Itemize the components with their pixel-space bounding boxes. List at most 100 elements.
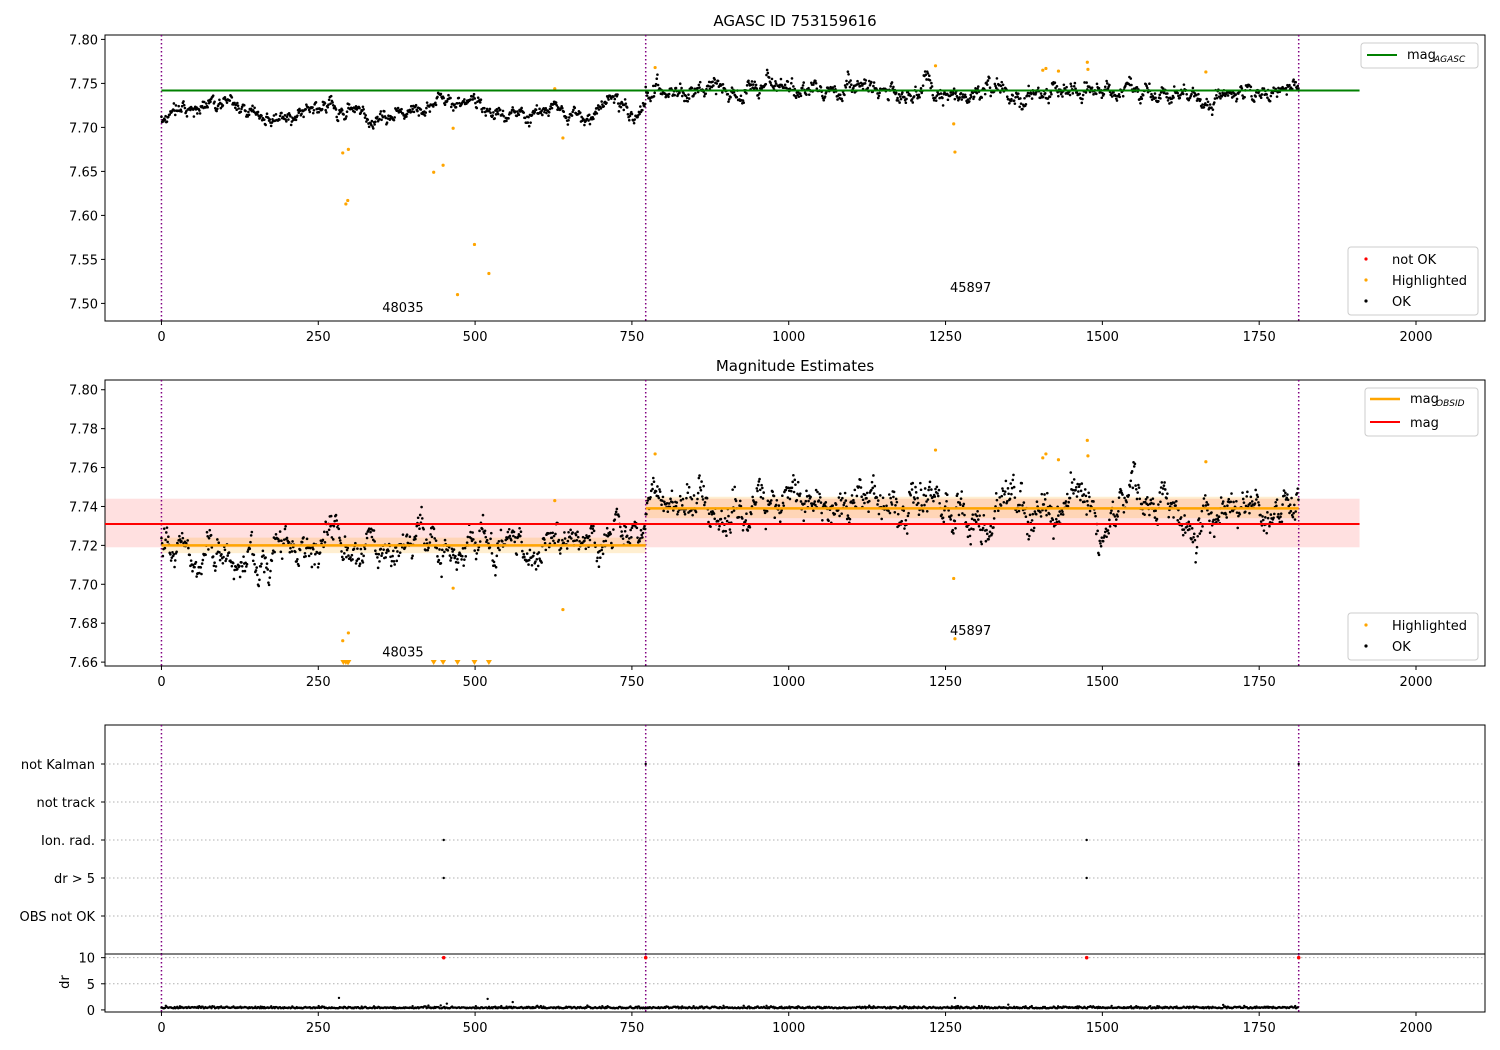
ok-point xyxy=(612,101,616,104)
ok-point xyxy=(621,537,625,540)
ok-point xyxy=(822,98,826,102)
ok-point xyxy=(376,556,379,559)
ok-point xyxy=(745,92,748,95)
ok-point xyxy=(501,540,504,543)
ok-point xyxy=(713,517,717,521)
ok-point xyxy=(697,83,701,87)
ok-point xyxy=(897,92,901,96)
ok-point xyxy=(267,583,271,587)
highlighted-point xyxy=(1085,60,1089,64)
flag-point xyxy=(1085,876,1088,880)
ok-point xyxy=(338,536,341,540)
ok-point xyxy=(775,498,779,502)
ok-point xyxy=(1138,497,1142,501)
ok-point xyxy=(788,497,792,501)
ok-point xyxy=(1212,101,1216,104)
ok-point xyxy=(687,97,691,100)
ok-point xyxy=(696,491,700,495)
ok-point xyxy=(1195,551,1198,555)
ok-point xyxy=(488,546,492,549)
ok-point xyxy=(256,110,260,114)
ok-point xyxy=(961,512,964,515)
ok-point xyxy=(1259,520,1263,523)
ok-point xyxy=(632,121,636,125)
ok-point xyxy=(1018,105,1021,109)
ok-point xyxy=(514,110,517,113)
ok-point xyxy=(1116,515,1119,518)
ok-point xyxy=(428,110,432,113)
ok-point xyxy=(1062,83,1066,87)
ok-point xyxy=(1154,96,1157,100)
ok-point xyxy=(850,83,853,87)
dr-point xyxy=(1030,1004,1033,1008)
ok-point xyxy=(420,505,423,509)
ok-point xyxy=(1051,518,1055,522)
ok-point xyxy=(803,510,807,514)
ok-point xyxy=(436,95,439,99)
ok-point xyxy=(361,561,365,564)
ok-point xyxy=(392,560,396,563)
ok-point xyxy=(1025,532,1029,536)
ok-point xyxy=(760,483,763,487)
ok-point xyxy=(425,538,428,541)
ok-point xyxy=(1096,529,1099,533)
ok-point xyxy=(452,553,455,557)
ok-point xyxy=(711,80,714,84)
ok-point xyxy=(261,549,265,553)
ok-point xyxy=(358,562,362,566)
ok-point xyxy=(769,81,772,85)
ok-point xyxy=(1269,513,1273,516)
ok-point xyxy=(488,107,492,111)
ok-point xyxy=(841,99,844,103)
ok-point xyxy=(200,562,204,565)
ok-point xyxy=(912,95,916,98)
ok-point xyxy=(765,509,769,513)
ok-point xyxy=(781,501,785,505)
ok-point xyxy=(1193,538,1197,542)
ok-point xyxy=(1067,500,1070,504)
ok-point xyxy=(304,554,307,558)
dr-point xyxy=(1129,1005,1133,1008)
ok-point xyxy=(350,553,354,557)
ok-point xyxy=(437,558,441,562)
ok-point xyxy=(1026,91,1030,95)
ok-point xyxy=(226,554,229,557)
ok-point xyxy=(370,535,374,539)
ok-point xyxy=(1256,495,1260,499)
ok-point xyxy=(819,501,823,504)
ok-point xyxy=(865,496,868,500)
ok-point xyxy=(240,107,243,111)
ok-point xyxy=(195,575,198,578)
ok-point xyxy=(988,76,991,80)
ok-point xyxy=(538,107,541,111)
ok-point xyxy=(917,513,921,517)
ok-point xyxy=(1211,108,1215,111)
ok-point xyxy=(287,118,290,121)
ok-point xyxy=(598,556,602,560)
ok-point xyxy=(180,110,183,113)
ok-point xyxy=(707,520,710,524)
ok-point xyxy=(405,112,409,116)
ok-point xyxy=(895,500,899,504)
obsid-label: 48035 xyxy=(382,301,423,316)
x-tick-label: 1000 xyxy=(772,675,805,690)
ok-point xyxy=(1282,489,1286,492)
ok-point xyxy=(1070,481,1074,484)
ok-point xyxy=(790,486,794,490)
ok-point xyxy=(1100,96,1104,100)
ok-point xyxy=(1254,488,1257,492)
ok-point xyxy=(515,114,519,118)
ok-point xyxy=(287,540,291,544)
ok-point xyxy=(1159,97,1162,100)
ok-point xyxy=(896,96,899,100)
ok-point xyxy=(167,535,170,539)
ok-point xyxy=(729,531,732,534)
ok-point xyxy=(652,480,656,484)
ok-point xyxy=(920,504,924,507)
ok-point xyxy=(748,525,752,529)
ok-point xyxy=(1098,539,1102,543)
ok-point xyxy=(1268,521,1272,524)
ok-point xyxy=(1176,518,1179,522)
ok-point xyxy=(976,87,979,91)
